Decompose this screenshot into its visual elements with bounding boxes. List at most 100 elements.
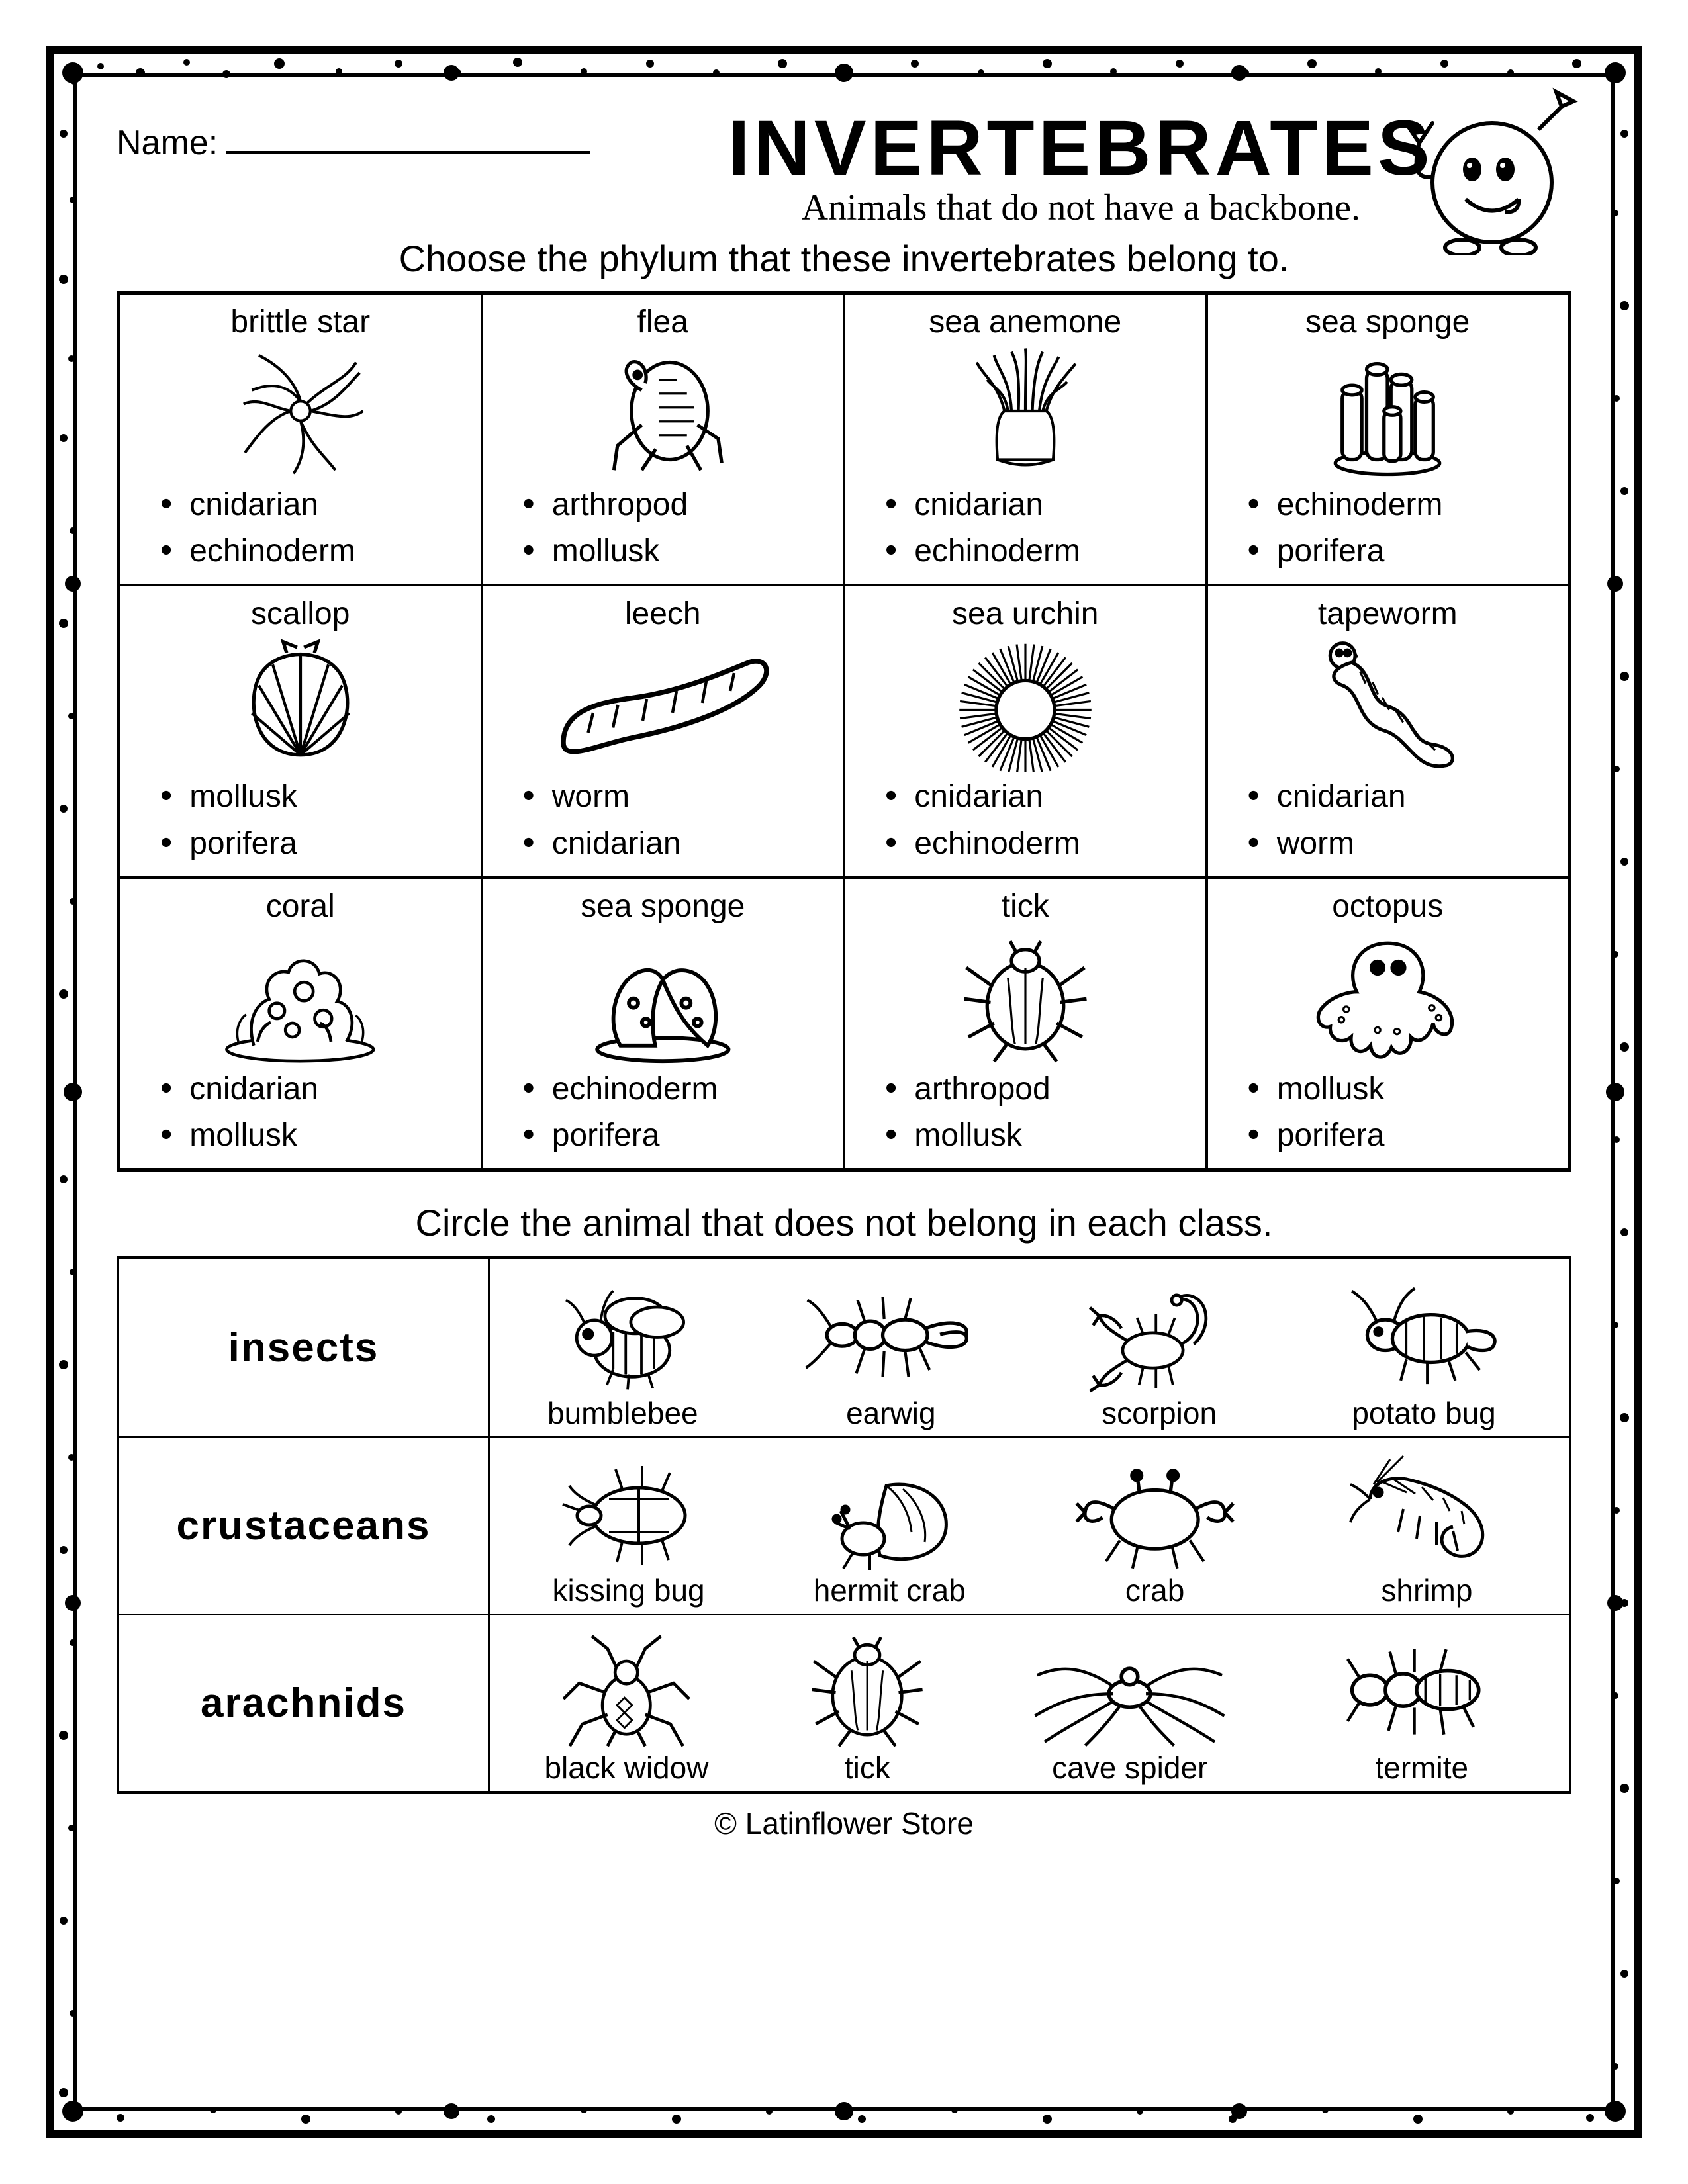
instruction-1: Choose the phylum that these invertebrat…: [117, 237, 1571, 280]
class-animal[interactable]: shrimp: [1344, 1446, 1509, 1608]
class-animal[interactable]: termite: [1329, 1623, 1514, 1786]
class-row: crustaceans kissing bug hermit crab crab…: [119, 1436, 1569, 1614]
class-animal[interactable]: earwig: [800, 1269, 982, 1431]
animal-label: octopus: [1221, 888, 1555, 925]
class-label: insects: [119, 1259, 490, 1436]
animal-label: shrimp: [1381, 1572, 1472, 1608]
animal-label: leech: [496, 596, 830, 632]
animal-icon: [1071, 1446, 1239, 1575]
phylum-options[interactable]: wormcnidarian: [496, 772, 830, 865]
phylum-cell: tick arthropodmollusk: [844, 878, 1207, 1169]
animal-icon: [1336, 1269, 1511, 1398]
class-animals: black widow tick cave spider termite: [490, 1615, 1569, 1791]
animal-icon: [549, 1446, 708, 1575]
phylum-option[interactable]: cnidarian: [160, 480, 467, 527]
phylum-options[interactable]: cnidarianechinoderm: [859, 480, 1192, 573]
class-animal[interactable]: potato bug: [1336, 1269, 1511, 1431]
class-row: arachnids black widow tick cave spider t…: [119, 1614, 1569, 1791]
animal-icon: [859, 926, 1192, 1065]
animal-icon: [134, 341, 467, 480]
phylum-cell: scallop molluskporifera: [119, 585, 482, 877]
animal-icon: [1221, 341, 1555, 480]
phylum-option[interactable]: cnidarian: [1248, 772, 1555, 819]
phylum-option[interactable]: mollusk: [160, 1111, 467, 1158]
instruction-2: Circle the animal that does not belong i…: [117, 1201, 1571, 1244]
header: Name: INVERTEBRATES Animals that do not …: [117, 103, 1571, 229]
phylum-grid: brittle star cnidarianechinoderm flea ar…: [117, 291, 1571, 1172]
phylum-cell: coral cnidarianmollusk: [119, 878, 482, 1169]
phylum-option[interactable]: porifera: [523, 1111, 830, 1158]
animal-icon: [800, 1269, 982, 1398]
footer-credit: © Latinflower Store: [117, 1805, 1571, 1841]
phylum-option[interactable]: echinoderm: [885, 819, 1192, 866]
animal-label: sea urchin: [859, 596, 1192, 632]
animal-label: scallop: [134, 596, 467, 632]
class-animal[interactable]: bumblebee: [547, 1269, 698, 1431]
phylum-options[interactable]: arthropodmollusk: [859, 1065, 1192, 1158]
phylum-option[interactable]: cnidarian: [885, 772, 1192, 819]
phylum-option[interactable]: mollusk: [523, 527, 830, 573]
animal-label: earwig: [846, 1395, 936, 1431]
class-animal[interactable]: black widow: [544, 1623, 708, 1786]
class-animal[interactable]: crab: [1071, 1446, 1239, 1608]
phylum-options[interactable]: cnidarianmollusk: [134, 1065, 467, 1158]
phylum-options[interactable]: cnidarianechinoderm: [859, 772, 1192, 865]
animal-label: tick: [859, 888, 1192, 925]
phylum-option[interactable]: echinoderm: [523, 1065, 830, 1111]
animal-label: brittle star: [134, 304, 467, 340]
animal-icon: [1221, 633, 1555, 772]
phylum-option[interactable]: echinoderm: [885, 527, 1192, 573]
phylum-options[interactable]: cnidarianworm: [1221, 772, 1555, 865]
phylum-options[interactable]: arthropodmollusk: [496, 480, 830, 573]
phylum-option[interactable]: echinoderm: [1248, 480, 1555, 527]
name-field[interactable]: Name:: [117, 103, 590, 163]
phylum-option[interactable]: cnidarian: [523, 819, 830, 866]
phylum-option[interactable]: mollusk: [885, 1111, 1192, 1158]
class-animals: kissing bug hermit crab crab shrimp: [490, 1438, 1569, 1614]
class-row: insects bumblebee earwig scorpion potato…: [119, 1259, 1569, 1436]
class-animal[interactable]: tick: [804, 1623, 930, 1786]
class-animal[interactable]: kissing bug: [549, 1446, 708, 1608]
phylum-options[interactable]: echinodermporifera: [496, 1065, 830, 1158]
class-grid: insects bumblebee earwig scorpion potato…: [117, 1256, 1571, 1794]
animal-label: coral: [134, 888, 467, 925]
phylum-cell: sea anemone cnidarianechinoderm: [844, 293, 1207, 585]
animal-label: scorpion: [1102, 1395, 1217, 1431]
name-label: Name:: [117, 124, 218, 162]
animal-label: termite: [1376, 1750, 1469, 1786]
phylum-options[interactable]: molluskporifera: [134, 772, 467, 865]
phylum-cell: sea sponge echinodermporifera: [482, 878, 845, 1169]
phylum-option[interactable]: arthropod: [523, 480, 830, 527]
animal-icon: [553, 1269, 692, 1398]
class-animal[interactable]: scorpion: [1084, 1269, 1235, 1431]
class-animal[interactable]: hermit crab: [814, 1446, 966, 1608]
name-blank-line[interactable]: [226, 128, 590, 154]
phylum-option[interactable]: arthropod: [885, 1065, 1192, 1111]
animal-icon: [1329, 1623, 1514, 1752]
class-label: arachnids: [119, 1615, 490, 1791]
phylum-option[interactable]: echinoderm: [160, 527, 467, 573]
phylum-option[interactable]: mollusk: [1248, 1065, 1555, 1111]
phylum-options[interactable]: molluskporifera: [1221, 1065, 1555, 1158]
phylum-options[interactable]: echinodermporifera: [1221, 480, 1555, 573]
class-animal[interactable]: cave spider: [1026, 1623, 1233, 1786]
class-label: crustaceans: [119, 1438, 490, 1614]
phylum-option[interactable]: worm: [1248, 819, 1555, 866]
phylum-option[interactable]: cnidarian: [160, 1065, 467, 1111]
phylum-option[interactable]: porifera: [1248, 527, 1555, 573]
phylum-options[interactable]: cnidarianechinoderm: [134, 480, 467, 573]
phylum-option[interactable]: worm: [523, 772, 830, 819]
phylum-cell: tapeworm cnidarianworm: [1207, 585, 1570, 877]
animal-label: sea anemone: [859, 304, 1192, 340]
animal-label: black widow: [544, 1750, 708, 1786]
phylum-option[interactable]: cnidarian: [885, 480, 1192, 527]
phylum-option[interactable]: porifera: [160, 819, 467, 866]
animal-label: potato bug: [1352, 1395, 1495, 1431]
phylum-cell: leech wormcnidarian: [482, 585, 845, 877]
phylum-option[interactable]: mollusk: [160, 772, 467, 819]
animal-icon: [859, 633, 1192, 772]
animal-icon: [134, 633, 467, 772]
animal-icon: [1221, 926, 1555, 1065]
phylum-option[interactable]: porifera: [1248, 1111, 1555, 1158]
phylum-cell: sea sponge echinodermporifera: [1207, 293, 1570, 585]
